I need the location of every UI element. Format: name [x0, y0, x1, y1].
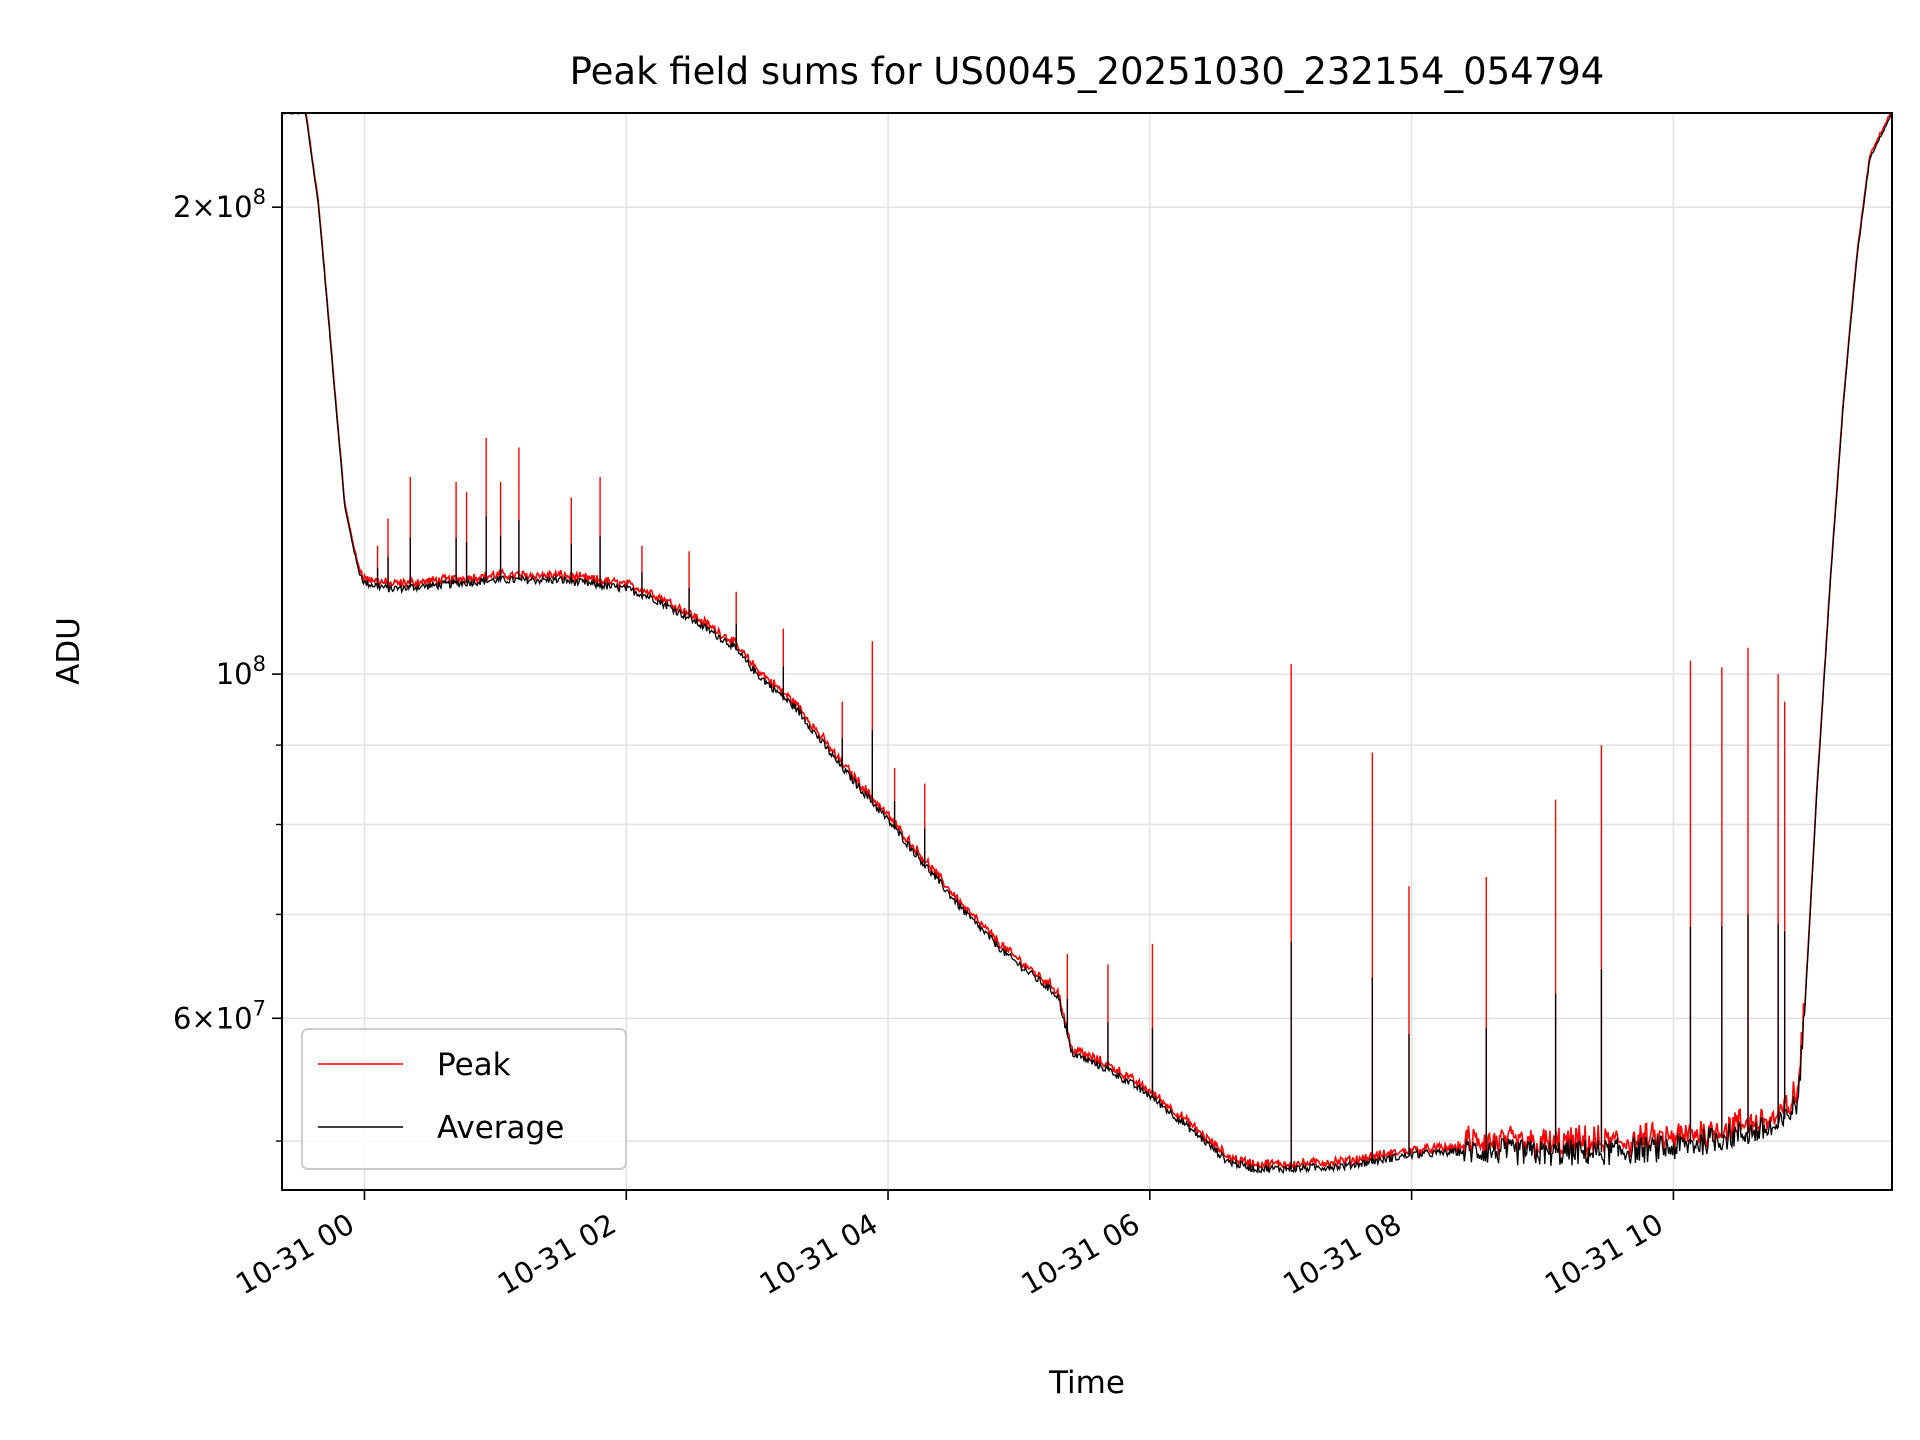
- y-tick-label-base: 10: [216, 190, 253, 224]
- series-line-peak: [282, 112, 1892, 1171]
- plot-frame: [281, 112, 1893, 1191]
- y-tick-label-coef: 6: [173, 1001, 191, 1035]
- series-layer: [282, 112, 1893, 1174]
- y-tick-label-times: ×: [191, 190, 215, 224]
- y-tick-label-base: 10: [216, 657, 253, 691]
- y-tick-label-base: 10: [216, 1001, 253, 1035]
- grid: [282, 113, 1892, 1190]
- y-tick-label-exp: 8: [253, 185, 266, 209]
- legend-entry-peak: Peak: [437, 1047, 511, 1083]
- y-tick-label-coef: 2: [173, 190, 191, 224]
- y-tick-label-exp: 8: [253, 652, 266, 676]
- legend: Peak Average: [301, 1028, 627, 1170]
- legend-entry-average: Average: [437, 1110, 564, 1146]
- y-tick-label: 2×108: [173, 185, 266, 224]
- y-tick-label: 108: [216, 652, 266, 691]
- y-tick-label-times: ×: [191, 1001, 215, 1035]
- x-axis-label: Time: [1048, 1365, 1125, 1401]
- y-axis-label: ADU: [51, 617, 87, 685]
- y-tick-label-exp: 7: [253, 996, 266, 1020]
- y-tick-label: 6×107: [173, 996, 266, 1035]
- chart-title: Peak field sums for US0045_20251030_2321…: [570, 50, 1605, 93]
- series-line-average: [282, 112, 1893, 1174]
